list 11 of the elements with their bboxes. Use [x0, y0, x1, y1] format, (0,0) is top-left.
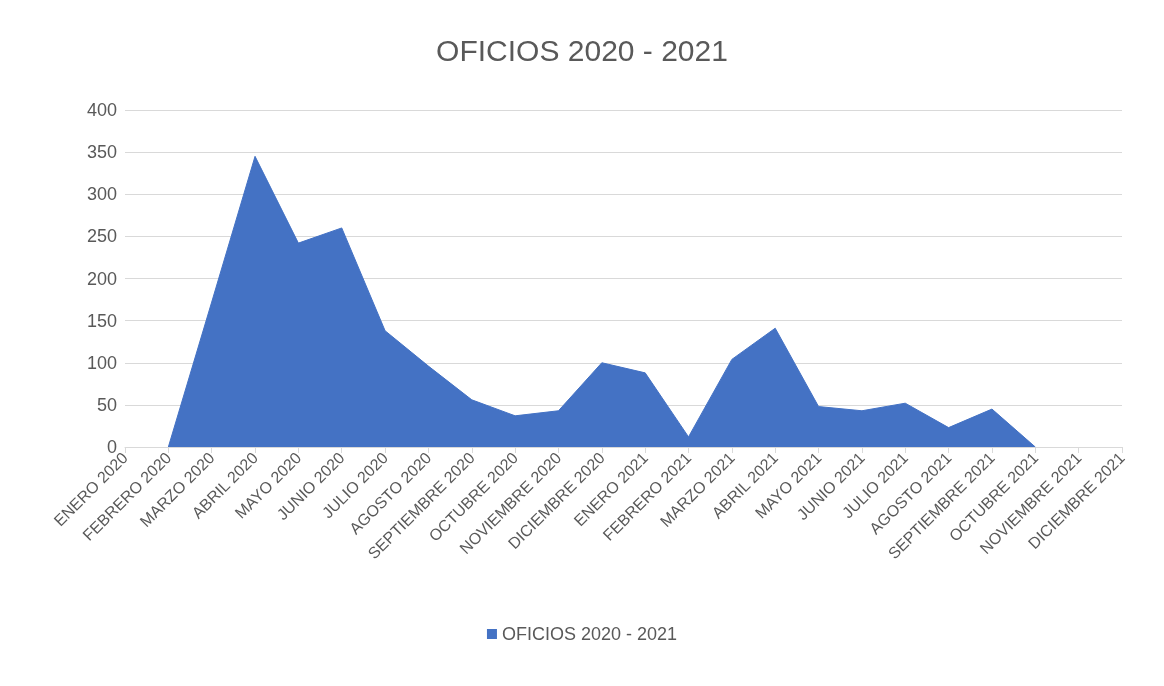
y-tick-label: 250: [86, 226, 117, 247]
y-tick-label: 50: [96, 394, 117, 415]
chart-title: OFICIOS 2020 - 2021: [436, 33, 728, 67]
y-tick-label: 100: [86, 352, 117, 373]
y-tick-label: 350: [86, 142, 117, 163]
y-tick-label: 0: [106, 437, 117, 457]
y-tick-label: 150: [86, 310, 117, 331]
y-tick-label: 400: [86, 100, 117, 120]
y-tick-label: 300: [86, 184, 117, 205]
legend-label: OFICIOS 2020 - 2021: [501, 624, 678, 644]
y-tick-label: 200: [86, 268, 117, 289]
